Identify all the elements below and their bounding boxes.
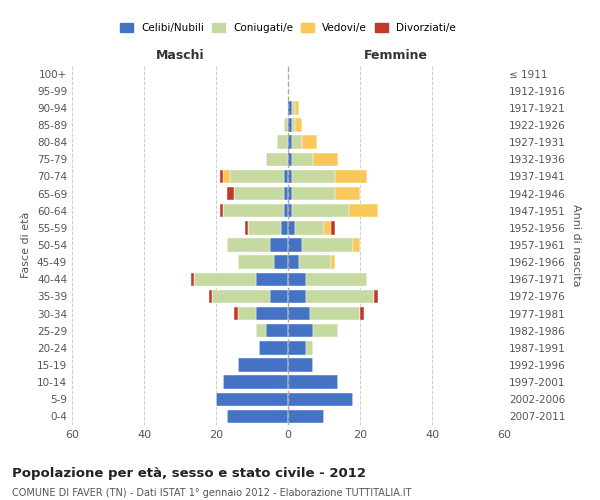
Bar: [230, 170, 284, 183]
Bar: [256, 272, 288, 286]
Bar: [288, 221, 295, 234]
Bar: [288, 187, 292, 200]
Bar: [277, 136, 288, 149]
Bar: [223, 170, 230, 183]
Bar: [292, 152, 313, 166]
Bar: [335, 187, 360, 200]
Bar: [238, 307, 256, 320]
Bar: [288, 238, 302, 252]
Bar: [245, 221, 248, 234]
Bar: [288, 290, 306, 303]
Bar: [191, 272, 194, 286]
Bar: [223, 204, 284, 218]
Bar: [292, 101, 295, 114]
Bar: [256, 324, 266, 338]
Bar: [302, 136, 317, 149]
Bar: [288, 410, 324, 423]
Bar: [227, 410, 288, 423]
Bar: [288, 204, 292, 218]
Bar: [288, 307, 310, 320]
Y-axis label: Fasce di età: Fasce di età: [22, 212, 31, 278]
Bar: [302, 238, 353, 252]
Bar: [288, 358, 313, 372]
Bar: [310, 307, 360, 320]
Bar: [292, 187, 335, 200]
Bar: [209, 290, 212, 303]
Bar: [270, 238, 288, 252]
Bar: [313, 324, 338, 338]
Bar: [292, 136, 302, 149]
Bar: [266, 324, 288, 338]
Bar: [216, 392, 288, 406]
Bar: [288, 256, 299, 269]
Bar: [288, 101, 292, 114]
Bar: [212, 290, 270, 303]
Bar: [288, 170, 292, 183]
Bar: [295, 101, 299, 114]
Bar: [306, 341, 313, 354]
Bar: [331, 256, 335, 269]
Bar: [220, 204, 223, 218]
Bar: [227, 238, 270, 252]
Bar: [331, 221, 335, 234]
Bar: [274, 256, 288, 269]
Bar: [194, 272, 256, 286]
Bar: [284, 170, 288, 183]
Text: Maschi: Maschi: [155, 48, 205, 62]
Bar: [288, 118, 292, 132]
Bar: [288, 341, 306, 354]
Bar: [238, 256, 274, 269]
Text: Femmine: Femmine: [364, 48, 428, 62]
Bar: [248, 221, 281, 234]
Text: Popolazione per età, sesso e stato civile - 2012: Popolazione per età, sesso e stato civil…: [12, 468, 366, 480]
Bar: [349, 204, 378, 218]
Bar: [313, 152, 338, 166]
Bar: [284, 118, 288, 132]
Bar: [295, 118, 302, 132]
Bar: [284, 204, 288, 218]
Bar: [374, 290, 378, 303]
Bar: [324, 221, 331, 234]
Bar: [288, 392, 353, 406]
Bar: [227, 187, 234, 200]
Bar: [306, 290, 374, 303]
Bar: [234, 187, 284, 200]
Bar: [295, 221, 324, 234]
Bar: [223, 376, 288, 389]
Bar: [220, 170, 223, 183]
Bar: [288, 324, 313, 338]
Bar: [259, 341, 288, 354]
Bar: [266, 152, 288, 166]
Bar: [360, 307, 364, 320]
Y-axis label: Anni di nascita: Anni di nascita: [571, 204, 581, 286]
Bar: [292, 204, 349, 218]
Bar: [288, 272, 306, 286]
Text: COMUNE DI FAVER (TN) - Dati ISTAT 1° gennaio 2012 - Elaborazione TUTTITALIA.IT: COMUNE DI FAVER (TN) - Dati ISTAT 1° gen…: [12, 488, 412, 498]
Legend: Celibi/Nubili, Coniugati/e, Vedovi/e, Divorziati/e: Celibi/Nubili, Coniugati/e, Vedovi/e, Di…: [117, 20, 459, 36]
Bar: [288, 136, 292, 149]
Bar: [281, 221, 288, 234]
Bar: [292, 170, 335, 183]
Bar: [292, 118, 295, 132]
Bar: [256, 307, 288, 320]
Bar: [353, 238, 360, 252]
Bar: [284, 187, 288, 200]
Bar: [234, 307, 238, 320]
Bar: [238, 358, 288, 372]
Bar: [288, 152, 292, 166]
Bar: [270, 290, 288, 303]
Bar: [288, 376, 338, 389]
Bar: [306, 272, 367, 286]
Bar: [299, 256, 331, 269]
Bar: [335, 170, 367, 183]
